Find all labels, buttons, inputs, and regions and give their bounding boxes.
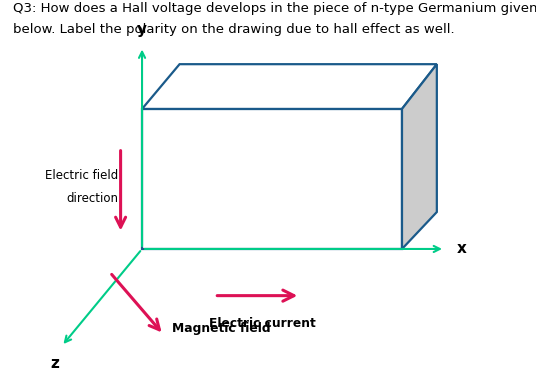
Text: Magnetic field: Magnetic field — [172, 322, 270, 335]
Text: Q3: How does a Hall voltage develops in the piece of n-type Germanium given: Q3: How does a Hall voltage develops in … — [13, 2, 536, 15]
Polygon shape — [402, 64, 437, 249]
Text: Electric field: Electric field — [44, 168, 118, 182]
Text: z: z — [51, 356, 59, 371]
Text: below. Label the polarity on the drawing due to hall effect as well.: below. Label the polarity on the drawing… — [13, 23, 455, 35]
Polygon shape — [142, 109, 402, 249]
Text: x: x — [457, 242, 466, 256]
Polygon shape — [142, 64, 437, 109]
Text: Electric current: Electric current — [209, 317, 316, 330]
Text: direction: direction — [66, 192, 118, 205]
Text: y: y — [137, 22, 147, 37]
